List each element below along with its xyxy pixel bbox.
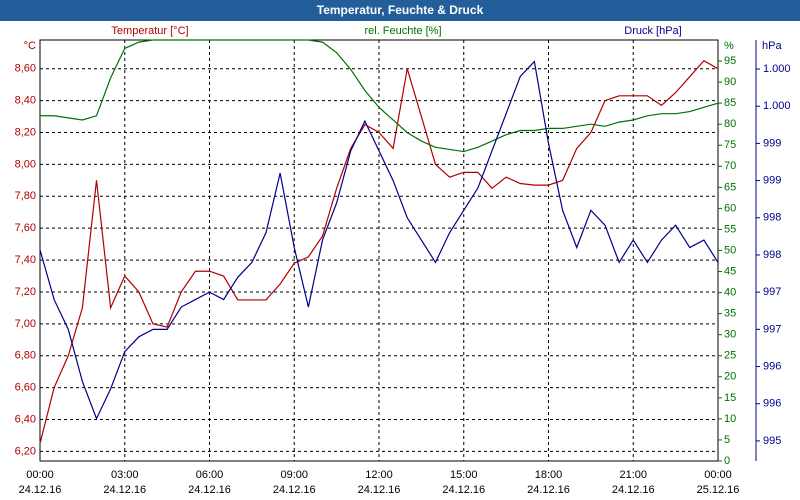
y2-tick-label: 85	[724, 97, 736, 109]
y2-tick-label: 15	[724, 392, 736, 404]
y3-tick-label: 996	[763, 360, 781, 372]
y2-tick-label: 40	[724, 287, 736, 299]
y3-tick-label: 997	[763, 286, 781, 298]
y-tick-label: 7,20	[15, 286, 36, 298]
x-tick-date: 24.12.16	[19, 484, 62, 496]
y2-tick-label: 45	[724, 265, 736, 277]
x-tick-date: 24.12.16	[527, 484, 570, 496]
x-tick-date: 24.12.16	[188, 484, 231, 496]
x-tick-date: 24.12.16	[103, 484, 146, 496]
y3-tick-label: 998	[763, 249, 781, 261]
y-tick-label: 6,20	[15, 445, 36, 457]
x-tick-date: 24.12.16	[612, 484, 655, 496]
x-tick-label: 09:00	[280, 469, 308, 481]
y-tick-label: 6,60	[15, 382, 36, 394]
y3-tick-label: 997	[763, 323, 781, 335]
legend-label: Druck [hPa]	[624, 25, 681, 37]
y-tick-label: 8,00	[15, 158, 36, 170]
x-tick-label: 21:00	[619, 469, 647, 481]
y2-tick-label: 50	[724, 244, 736, 256]
x-tick-label: 18:00	[535, 469, 563, 481]
y3-tick-label: 998	[763, 212, 781, 224]
x-tick-label: 15:00	[450, 469, 478, 481]
x-tick-label: 06:00	[196, 469, 224, 481]
y3-tick-label: 995	[763, 435, 781, 447]
y3-tick-label: 999	[763, 174, 781, 186]
x-tick-label: 00:00	[26, 469, 54, 481]
y-tick-label: 8,20	[15, 126, 36, 138]
series-line	[40, 39, 719, 153]
y2-tick-label: 10	[724, 413, 736, 425]
y-tick-label: 7,00	[15, 318, 36, 330]
y2-tick-label: 75	[724, 139, 736, 151]
y3-tick-label: 999	[763, 137, 781, 149]
y-tick-label: 7,80	[15, 190, 36, 202]
series-line	[39, 59, 719, 444]
x-tick-date: 24.12.16	[358, 484, 401, 496]
y2-tick-label: 55	[724, 223, 736, 235]
y3-tick-label: 1.000	[763, 63, 791, 75]
y2-tick-label: 80	[724, 118, 736, 130]
y2-axis-unit: %	[724, 40, 734, 52]
y3-tick-label: 996	[763, 398, 781, 410]
y2-tick-label: 65	[724, 181, 736, 193]
y2-tick-label: 0	[724, 455, 730, 467]
x-tick-label: 12:00	[365, 469, 393, 481]
x-tick-date: 24.12.16	[273, 484, 316, 496]
y2-tick-label: 30	[724, 329, 736, 341]
x-tick-label: 00:00	[704, 469, 732, 481]
y-tick-label: 8,60	[15, 63, 36, 75]
y3-tick-label: 1.000	[763, 100, 791, 112]
x-tick-label: 03:00	[111, 469, 139, 481]
y-axis-unit: °C	[24, 40, 36, 52]
legend-label: Temperatur [°C]	[111, 25, 188, 37]
y-tick-label: 7,40	[15, 254, 36, 266]
y-tick-label: 6,40	[15, 413, 36, 425]
y2-tick-label: 95	[724, 55, 736, 67]
y2-tick-label: 25	[724, 350, 736, 362]
x-tick-date: 25.12.16	[697, 484, 740, 496]
y2-tick-label: 5	[724, 434, 730, 446]
y2-tick-label: 60	[724, 202, 736, 214]
y2-tick-label: 20	[724, 371, 736, 383]
x-tick-date: 24.12.16	[442, 484, 485, 496]
y2-tick-label: 90	[724, 76, 736, 88]
y-tick-label: 6,80	[15, 350, 36, 362]
y-tick-label: 8,40	[15, 95, 36, 107]
series-line	[39, 60, 719, 421]
title-bar	[0, 0, 800, 21]
y-tick-label: 7,60	[15, 222, 36, 234]
y2-tick-label: 70	[724, 160, 736, 172]
legend-label: rel. Feuchte [%]	[364, 25, 441, 37]
y3-axis-unit: hPa	[762, 40, 782, 52]
y2-tick-label: 35	[724, 308, 736, 320]
chart-title: Temperatur, Feuchte & Druck	[317, 3, 484, 17]
